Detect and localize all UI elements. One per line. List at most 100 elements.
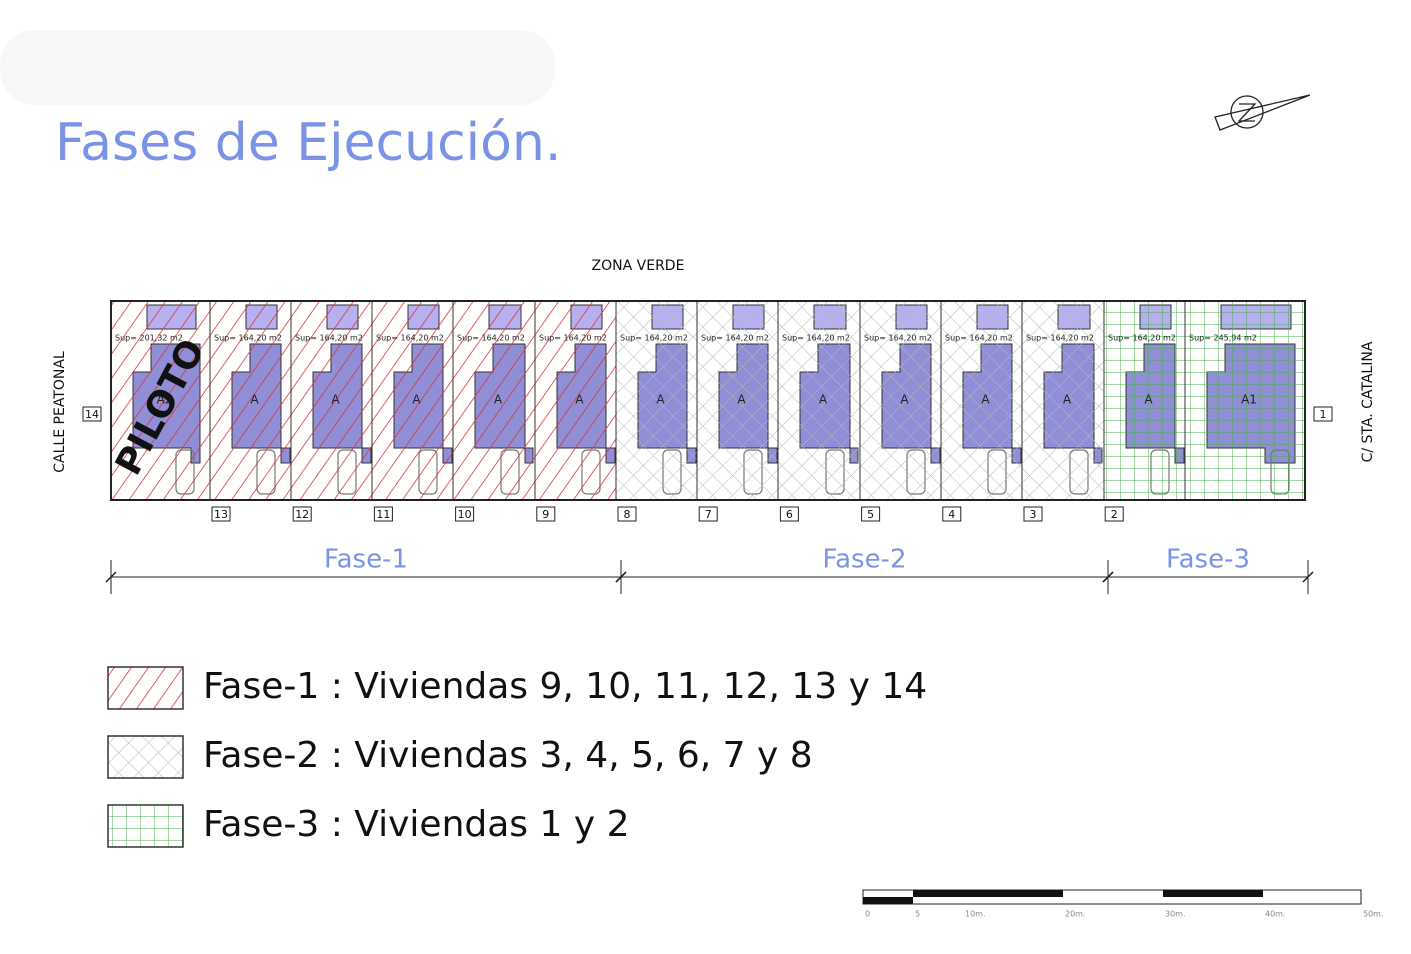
lot-number-box (1023, 506, 1043, 522)
dimension-slash (105, 571, 117, 583)
hatch (1021, 300, 1105, 501)
lot-number-box (779, 506, 799, 522)
legend-swatch (107, 804, 184, 848)
type-label: A (250, 393, 259, 407)
top-label: ZONA VERDE (592, 258, 685, 274)
area-label: Sup= 164,20 m2 (295, 334, 363, 343)
left-label: CALLE PEATONAL (52, 351, 68, 473)
hatch (615, 300, 698, 501)
type-label: A (656, 393, 665, 407)
scale-segment (913, 890, 963, 897)
hatch (859, 300, 942, 501)
area-label: Sup= 164,20 m2 (864, 334, 932, 343)
lot-number-box (82, 406, 102, 422)
hatch (452, 300, 536, 501)
type-label: A (575, 393, 584, 407)
area-label: Sup= 245,94 m2 (1189, 334, 1257, 343)
type-label: A (331, 393, 340, 407)
scale-segment (963, 890, 1063, 897)
type-label: A (412, 393, 421, 407)
lot-number: 2 (1111, 508, 1118, 521)
type-label: A (981, 393, 990, 407)
legend-swatch (107, 735, 184, 779)
legend-text: Fase-1 : Viviendas 9, 10, 11, 12, 13 y 1… (203, 666, 927, 707)
lot-number: 13 (214, 508, 228, 521)
type-label: A (494, 393, 503, 407)
area-label: Sup= 164,20 m2 (376, 334, 444, 343)
lot-number: 3 (1030, 508, 1037, 521)
lot-number: 7 (705, 508, 712, 521)
dimension-slash (1102, 571, 1114, 583)
legend-swatch (107, 666, 184, 710)
scale-label: 20m. (1065, 910, 1086, 919)
lot-number: 12 (295, 508, 309, 521)
scale-label: 0 (865, 910, 870, 919)
lot-number-box (698, 506, 718, 522)
area-label: Sup= 164,20 m2 (945, 334, 1013, 343)
legend-text: Fase-2 : Viviendas 3, 4, 5, 6, 7 y 8 (203, 735, 813, 776)
hatch (777, 300, 861, 501)
lot-number-box (292, 506, 312, 522)
page-title: Fases de Ejecución. (55, 113, 561, 173)
type-label: A (1063, 393, 1072, 407)
right-label: C/ STA. CATALINA (1360, 341, 1376, 462)
hatch (940, 300, 1023, 501)
legend-text: Fase-3 : Viviendas 1 y 2 (203, 804, 630, 845)
header-blur (0, 30, 555, 105)
lot-number: 4 (948, 508, 955, 521)
lot-number-box (373, 506, 393, 522)
dimension-slash (1302, 571, 1314, 583)
hatch (1184, 300, 1306, 501)
lot-number: 9 (542, 508, 549, 521)
type-label: A (819, 393, 828, 407)
lot-number: 8 (624, 508, 631, 521)
area-label: Sup= 164,20 m2 (701, 334, 769, 343)
lot-number-box (861, 506, 881, 522)
lot-number-box (211, 506, 231, 522)
dimension-slash (615, 571, 627, 583)
area-label: Sup= 164,20 m2 (214, 334, 282, 343)
lot-number-box (536, 506, 556, 522)
lot-number-box (942, 506, 962, 522)
lot-number: 6 (786, 508, 793, 521)
lot-number-box (1313, 406, 1333, 422)
plan (110, 300, 1306, 501)
phase-label: Fase-2 (823, 545, 907, 575)
scale-label: 50m. (1363, 910, 1384, 919)
lot-number-box (617, 506, 637, 522)
lot-number-box (455, 506, 475, 522)
scale-label: 5 (915, 910, 920, 919)
lot-number: 5 (867, 508, 874, 521)
scale-segment (863, 897, 913, 904)
hatch (110, 300, 211, 501)
scale-label: 30m. (1165, 910, 1186, 919)
type-label: A (1144, 393, 1153, 407)
plan-outline (110, 300, 1306, 501)
lot-number: 11 (376, 508, 390, 521)
scale-segment (1163, 890, 1263, 897)
area-label: Sup= 164,20 m2 (1026, 334, 1094, 343)
scale-label: 10m. (965, 910, 986, 919)
area-label: Sup= 164,20 m2 (620, 334, 688, 343)
lot-number: 10 (458, 508, 472, 521)
area-label: Sup= 164,20 m2 (1108, 334, 1176, 343)
lot-number: 14 (85, 408, 99, 421)
type-label: A1 (1241, 393, 1257, 407)
scale-label: 40m. (1265, 910, 1286, 919)
phase-label: Fase-3 (1166, 545, 1250, 575)
type-label: A (900, 393, 909, 407)
type-label: A (737, 393, 746, 407)
area-label: Sup= 164,20 m2 (457, 334, 525, 343)
type-label: A2 (157, 393, 173, 407)
lot-number: 1 (1320, 408, 1327, 421)
north-arrow (1214, 94, 1311, 131)
phase-label: Fase-1 (324, 545, 408, 575)
hatch (1103, 300, 1186, 501)
area-label: Sup= 164,20 m2 (782, 334, 850, 343)
lot-number-box (1104, 506, 1124, 522)
area-label: Sup= 164,20 m2 (539, 334, 607, 343)
hatch (290, 300, 373, 501)
hatch (209, 300, 292, 501)
